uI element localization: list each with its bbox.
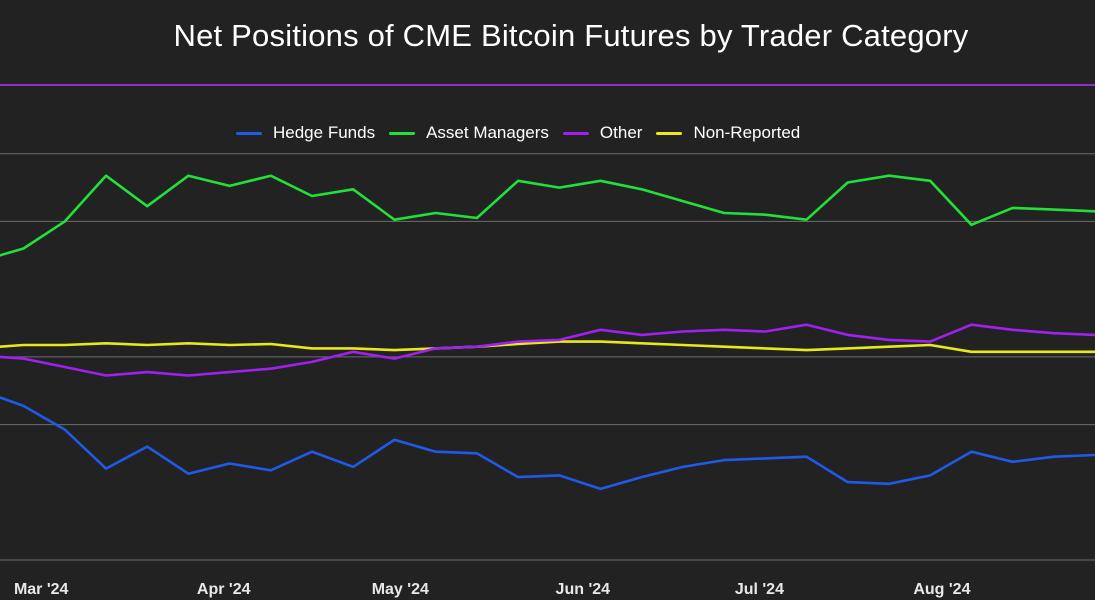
x-tick-label: Jun '24 [556,581,611,598]
legend-label: Other [599,123,643,142]
legend-item[interactable]: Asset Managers [389,123,549,143]
series-line-non-reported [0,340,1095,354]
x-tick-label: Aug '24 [913,581,970,598]
legend-label: Asset Managers [426,123,549,142]
x-tick-label: Mar '24 [14,581,69,598]
legend-swatch [236,131,262,135]
x-tick-label: Apr '24 [197,581,251,598]
legend-label: Hedge Funds [273,123,376,142]
x-tick-label: May '24 [372,581,429,598]
legend-item[interactable]: Non-Reported [656,123,800,143]
series-line-hedge-funds [0,396,1095,491]
title-divider [0,84,1095,86]
legend-item[interactable]: Other [562,123,643,143]
chart-title: Net Positions of CME Bitcoin Futures by … [173,18,969,53]
x-tick-label: Jul '24 [735,581,784,598]
legend: Hedge Funds Asset Managers Other Non-Report… [236,121,814,145]
legend-swatch [656,131,683,135]
legend-swatch [389,131,416,135]
legend-label: Non-Reported [693,123,801,142]
series-line-other [0,323,1095,377]
legend-swatch [562,131,589,135]
series-line-asset-managers [0,174,1095,257]
legend-item[interactable]: Hedge Funds [236,123,375,143]
